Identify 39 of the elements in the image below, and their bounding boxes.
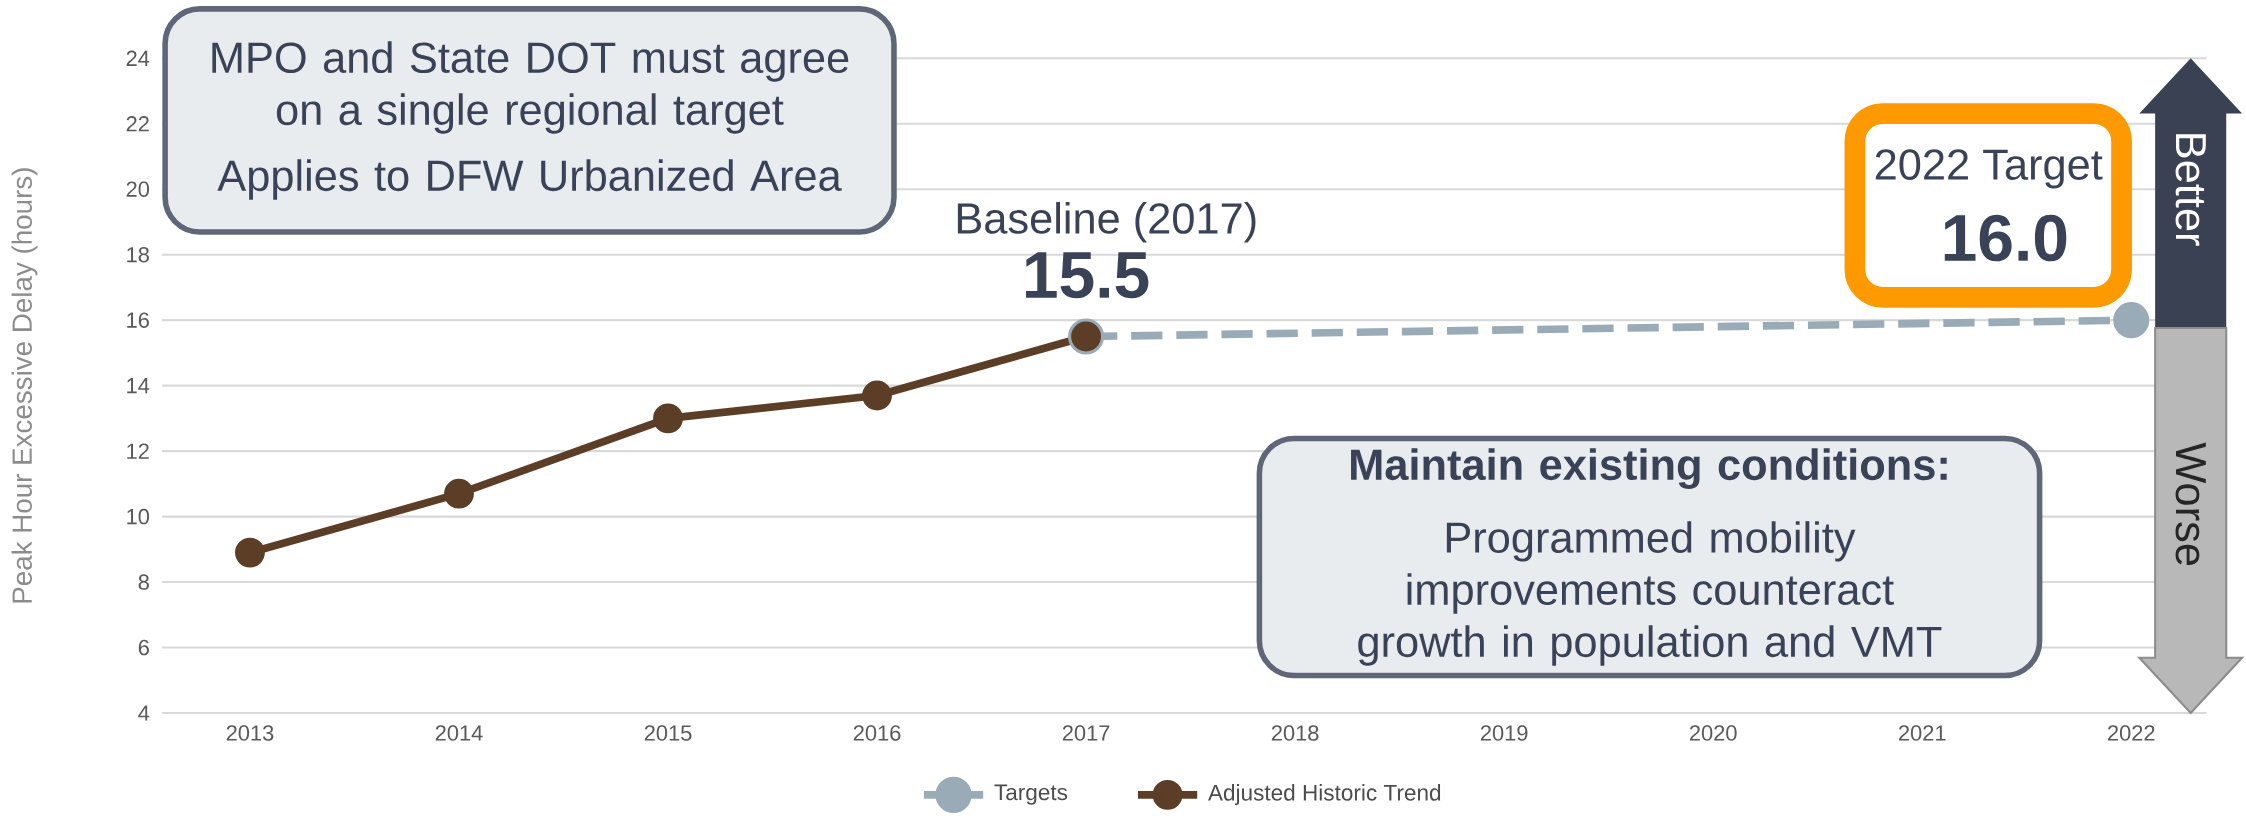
point — [653, 403, 683, 434]
y-axis-title: Peak Hour Excessive Delay (hours) — [11, 168, 38, 603]
point — [2113, 302, 2150, 339]
y-tick-label: 18 — [127, 247, 149, 263]
point — [444, 478, 474, 509]
x-tick-label: 2019 — [1480, 725, 1528, 741]
y-tick-label: 4 — [138, 705, 150, 721]
annotation: Baseline (2017) — [957, 202, 1256, 243]
y-tick-label: 8 — [138, 574, 149, 591]
y-tick-label: 22 — [126, 116, 149, 132]
annotation: 16.0 — [1944, 214, 2067, 262]
x-tick-label: 2017 — [1062, 725, 1110, 741]
annotation: Worse — [2175, 442, 2206, 566]
annotation: Applies to DFW Urbanized Area — [217, 159, 842, 200]
y-tick-label: 10 — [127, 509, 150, 525]
point — [235, 537, 265, 568]
y-tick-label: 16 — [127, 312, 149, 329]
x-tick-label: 2015 — [644, 725, 692, 741]
legend-label: Targets — [994, 784, 1068, 805]
y-tick-label: 14 — [127, 378, 150, 394]
annotation: 2022 Target — [1875, 149, 2103, 189]
x-tick-label: 2020 — [1689, 725, 1737, 741]
y-tick-label: 6 — [138, 640, 149, 656]
x-tick-label: 2021 — [1898, 725, 1946, 741]
annotation: 15.5 — [1026, 252, 1149, 299]
x-tick-label: 2014 — [435, 725, 483, 741]
legend-label: Adjusted Historic Trend — [1208, 784, 1441, 806]
y-tick-label: 24 — [126, 50, 150, 67]
x-tick-label: 2016 — [853, 725, 901, 741]
x-tick-label: 2018 — [1271, 725, 1319, 741]
y-tick-label: 12 — [127, 443, 149, 459]
annotation: Better — [2175, 134, 2206, 246]
x-tick-label: 2013 — [226, 725, 274, 741]
annotation: Maintain existing conditions: — [1351, 448, 1947, 490]
point — [862, 380, 892, 411]
annotation: MPO and State DOT must agree on a single regional target — [212, 41, 849, 134]
y-tick-label: 20 — [126, 181, 150, 198]
annotation: Programmed mobility improvements counteract growth in population and VMT — [1358, 521, 1942, 666]
x-tick-label: 2022 — [2108, 725, 2155, 741]
